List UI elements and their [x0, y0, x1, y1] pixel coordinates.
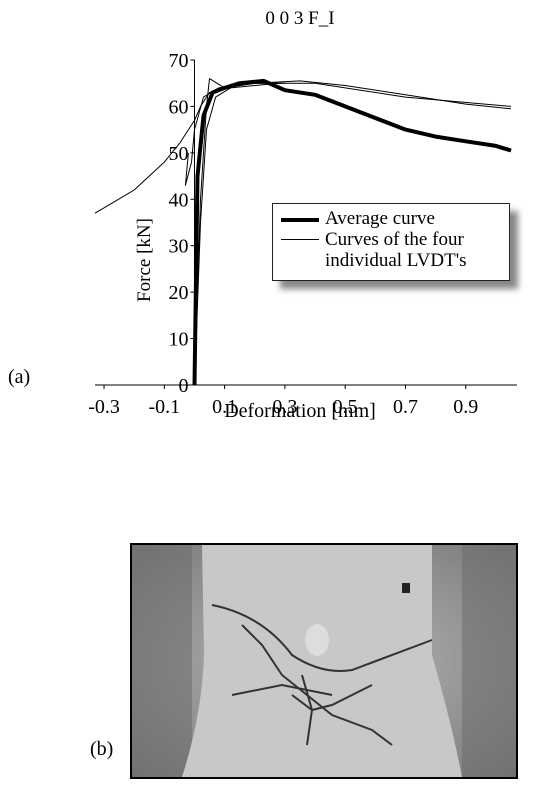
legend-entry: Curves of the four individual LVDT's	[281, 229, 501, 271]
y-tick-label: 10	[168, 329, 188, 351]
x-tick-label: -0.1	[148, 396, 180, 418]
x-tick-label: 0.5	[333, 396, 358, 418]
y-tick-label: 50	[168, 143, 188, 165]
data-line	[194, 82, 279, 386]
y-tick-label: 70	[168, 50, 188, 72]
data-line	[184, 82, 512, 186]
x-tick-label: 0.3	[272, 396, 297, 418]
x-tick-label: 0.9	[453, 396, 478, 418]
x-axis-label: Deformation [mm]	[224, 400, 376, 422]
legend-swatch	[281, 218, 319, 222]
chart: 0 0 3 F_I Deformation [mm] Force [kN] -0…	[88, 8, 517, 422]
y-tick-label: 20	[168, 282, 188, 304]
data-line	[194, 78, 285, 386]
x-tick-label: -0.3	[88, 396, 120, 418]
data-line	[192, 78, 512, 386]
legend-entry: Average curve	[281, 208, 501, 229]
y-axis-label: Force [kN]	[134, 218, 155, 302]
y-tick-label: 0	[178, 375, 188, 397]
legend-swatch	[281, 239, 319, 240]
x-tick-label: 0.7	[393, 396, 418, 418]
legend: Average curve Curves of the four individu…	[272, 203, 510, 281]
photo-drawing	[132, 545, 516, 777]
legend-label: Average curve	[325, 208, 435, 229]
y-tick-label: 30	[168, 236, 188, 258]
legend-label: Curves of the four individual LVDT's	[325, 229, 467, 271]
x-tick-label: 0.1	[212, 396, 237, 418]
specimen-photo	[130, 543, 518, 779]
panel-label: (a)	[8, 366, 31, 388]
data-line	[94, 80, 512, 214]
chart-title: 0 0 3 F_I	[265, 8, 334, 29]
y-tick-label: 40	[168, 189, 188, 211]
y-tick-label: 60	[168, 96, 188, 118]
panel-label: (b)	[90, 738, 114, 760]
